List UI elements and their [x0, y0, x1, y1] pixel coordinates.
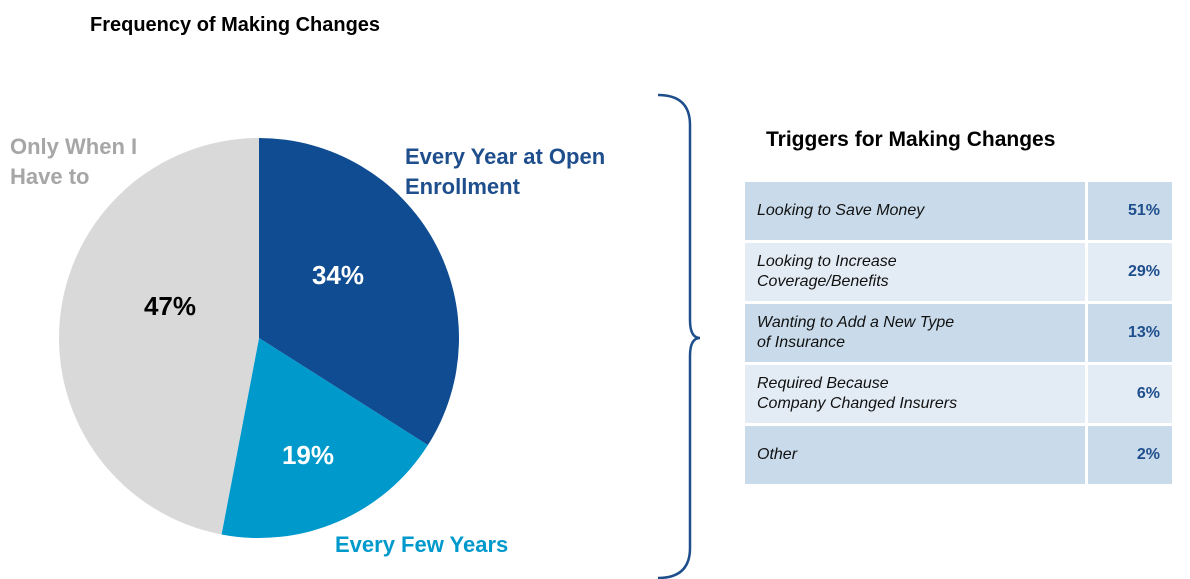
- data-label: 47%: [144, 291, 196, 321]
- table-row: Looking to Save Money 51%: [745, 182, 1172, 240]
- pie-slice: [59, 138, 259, 535]
- brace: [657, 93, 701, 579]
- row-label: Looking to Increase Coverage/Benefits: [745, 243, 1085, 301]
- row-label: Looking to Save Money: [745, 182, 1085, 240]
- table-row: Other 2%: [745, 426, 1172, 484]
- pie-slice: [221, 338, 428, 538]
- row-label: Other: [745, 426, 1085, 484]
- table-title: Triggers for Making Changes: [766, 128, 1056, 151]
- table-row: Wanting to Add a New Type of Insurance 13%: [745, 304, 1172, 362]
- label-line: Coverage/Benefits: [757, 273, 889, 290]
- label-line: Looking to Save Money: [757, 202, 925, 219]
- chart-title: Frequency of Making Changes: [90, 14, 381, 36]
- label-line: of Insurance: [757, 334, 846, 351]
- row-value: 51%: [1085, 182, 1172, 240]
- row-value: 13%: [1085, 304, 1172, 362]
- row-value: 6%: [1085, 365, 1172, 423]
- row-value: 29%: [1085, 243, 1172, 301]
- label-line: Required Because: [757, 375, 889, 392]
- data-label: 19%: [282, 440, 334, 470]
- row-label: Required Because Company Changed Insurers: [745, 365, 1085, 423]
- table-row: Required Because Company Changed Insurers…: [745, 365, 1172, 423]
- row-label: Wanting to Add a New Type of Insurance: [745, 304, 1085, 362]
- label-line: Wanting to Add a New Type: [757, 314, 955, 331]
- category-label: Every Year at Open Enrollment: [405, 144, 606, 199]
- data-label: 34%: [312, 260, 364, 290]
- category-label: Only When I Have to: [10, 134, 138, 189]
- table-row: Looking to Increase Coverage/Benefits 29%: [745, 243, 1172, 301]
- label-line: Looking to Increase: [757, 253, 897, 270]
- pie-slice: [259, 138, 459, 446]
- category-label: Every Few Years: [335, 532, 509, 557]
- label-line: Other: [757, 446, 798, 463]
- trigger-table: Looking to Save Money 51% Looking to Incre…: [745, 179, 1172, 487]
- row-value: 2%: [1085, 426, 1172, 484]
- label-line: Company Changed Insurers: [757, 395, 958, 412]
